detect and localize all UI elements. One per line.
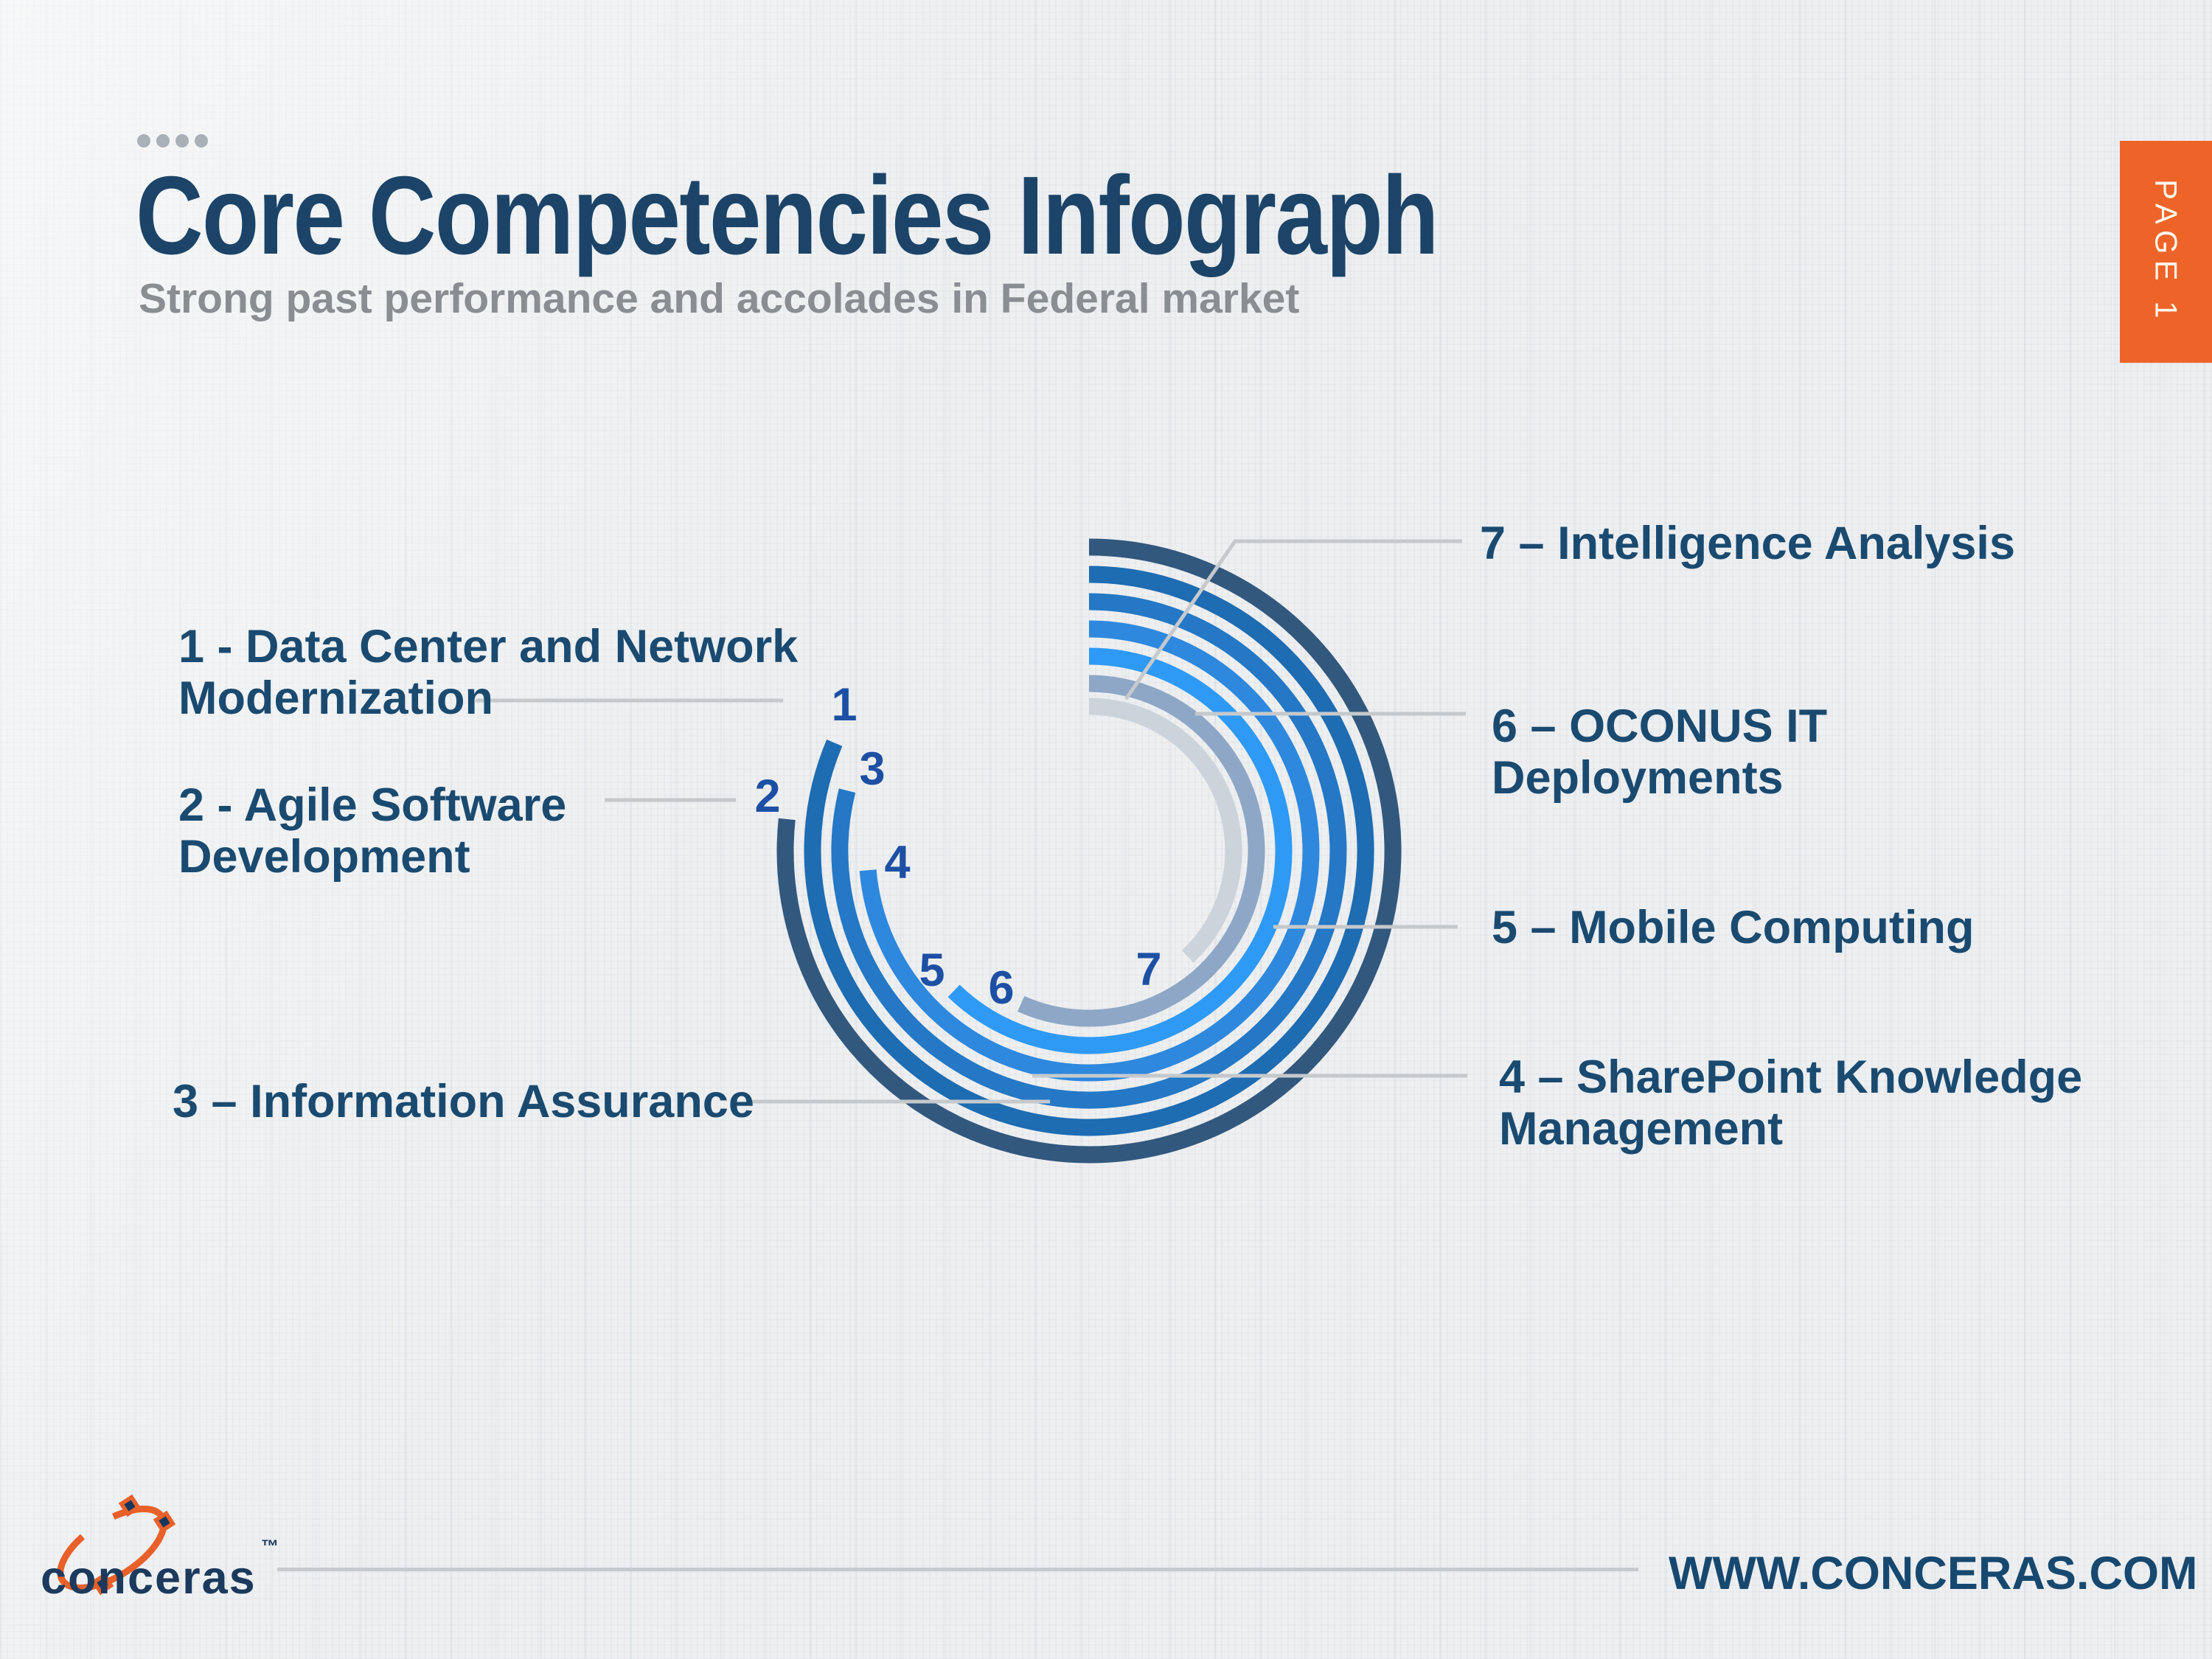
callout-mobile-computing: 5 – Mobile Computing — [1492, 902, 1975, 953]
logo-wordmark: conceras — [41, 1552, 257, 1604]
accent-dot — [195, 134, 208, 147]
callout-oconus: 6 – OCONUS IT Deployments — [1492, 700, 1828, 804]
accent-dot — [156, 134, 170, 147]
page-number-label: PAGE 1 — [2149, 179, 2184, 324]
callout-intelligence: 7 – Intelligence Analysis — [1480, 518, 2015, 569]
competency-ring-2 — [776, 538, 1402, 1164]
accent-dot — [137, 134, 150, 147]
leader-line-7 — [1124, 539, 1462, 700]
conceras-logo-swoosh — [57, 1494, 176, 1596]
ring-number-5: 5 — [919, 945, 945, 996]
callout-sharepoint: 4 – SharePoint Knowledge Management — [1499, 1051, 2083, 1155]
callout-agile-software: 2 - Agile Software Development — [178, 779, 567, 883]
competency-ring-4 — [859, 620, 1320, 1082]
competency-ring-7 — [1088, 698, 1242, 963]
page-number-tab: PAGE 1 — [2120, 141, 2212, 363]
ring-number-7: 7 — [1135, 944, 1162, 995]
competency-ring-6 — [1018, 675, 1265, 1027]
competency-ring-5 — [947, 647, 1293, 1054]
logo-trademark: ™ — [261, 1537, 279, 1557]
ring-number-2: 2 — [754, 771, 781, 822]
ring-number-1: 1 — [831, 679, 858, 731]
footer-website-url: WWW.CONCERAS.COM — [1669, 1548, 2198, 1599]
competency-ring-3 — [831, 593, 1347, 1109]
logo-orbit-icon — [57, 1494, 176, 1596]
ring-number-4: 4 — [884, 837, 911, 888]
page-subtitle: Strong past performance and accolades in… — [139, 275, 1300, 322]
ring-number-6: 6 — [988, 962, 1015, 1014]
ring-number-3: 3 — [859, 743, 886, 795]
competency-ring-1 — [804, 566, 1374, 1136]
page-title: Core Competencies Infograph — [136, 153, 1439, 277]
callout-data-center: 1 - Data Center and Network Modernizatio… — [178, 621, 799, 724]
footer-divider-line — [277, 1568, 1638, 1571]
accent-dot — [175, 134, 189, 147]
callout-information-assurance: 3 – Information Assurance — [173, 1076, 754, 1127]
title-accent-dots — [137, 134, 208, 147]
